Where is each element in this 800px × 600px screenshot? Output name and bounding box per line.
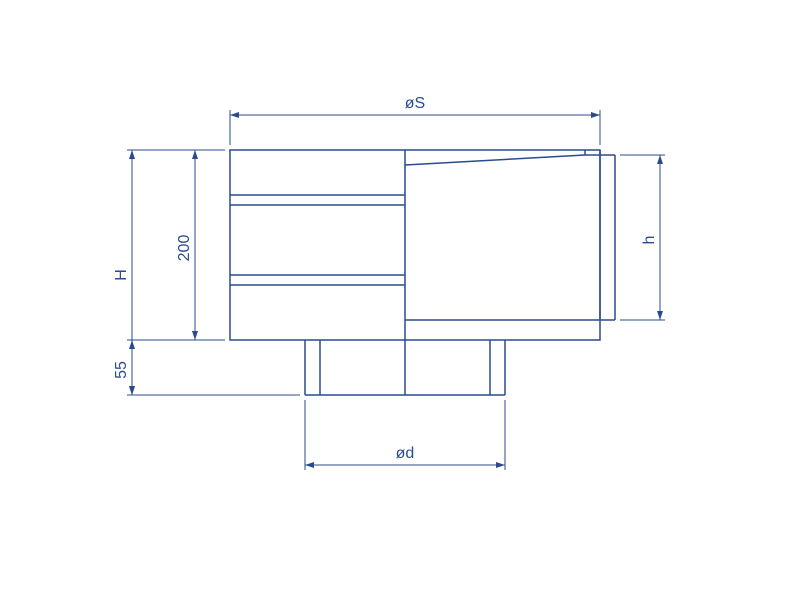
- dim-S: [230, 110, 600, 145]
- dim-200: [190, 150, 225, 340]
- main-body: [230, 150, 600, 340]
- label-S: øS: [405, 95, 425, 112]
- label-h: h: [641, 236, 658, 245]
- label-55: 55: [113, 361, 130, 379]
- right-panel: [405, 150, 615, 340]
- dim-H: [127, 150, 300, 395]
- lower-socket: [305, 340, 505, 395]
- label-200: 200: [176, 235, 193, 262]
- dim-55: [127, 340, 225, 395]
- technical-drawing: øS ød H 200 55 h: [0, 0, 800, 600]
- label-H: H: [113, 269, 130, 281]
- dimensions: [127, 110, 665, 470]
- label-d: ød: [396, 445, 415, 462]
